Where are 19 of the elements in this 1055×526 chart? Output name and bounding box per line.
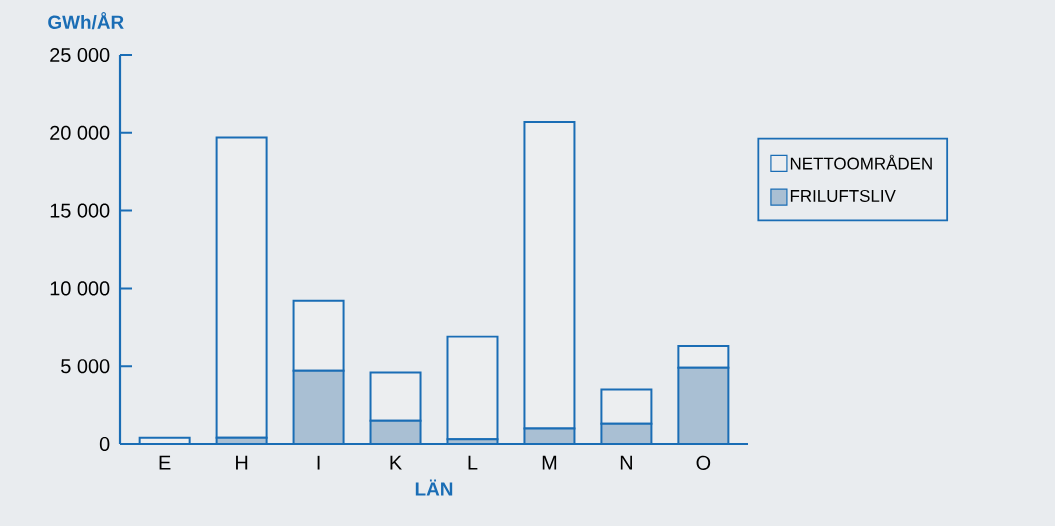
y-tick-label: 25 000 xyxy=(50,47,110,63)
x-tick-label: L xyxy=(468,455,478,470)
legend-label: FRILUFTSLIV xyxy=(790,189,896,202)
x-tick-label: N xyxy=(620,455,632,470)
x-tick-label: E xyxy=(159,455,171,470)
y-tick-label: 20 000 xyxy=(50,125,110,140)
legend-label: NETTOOMRÅDEN xyxy=(790,154,932,170)
x-tick-label: O xyxy=(696,455,711,470)
x-tick-label: H xyxy=(236,455,248,470)
y-tick-label: 15 000 xyxy=(50,203,110,218)
x-tick-label: M xyxy=(542,455,557,470)
y-tick-label: 5 000 xyxy=(61,359,110,374)
bar xyxy=(446,335,499,441)
x-axis-title: LÄN xyxy=(415,479,453,496)
x-tick-label: I xyxy=(317,455,320,470)
y-axis-title: GWh/ÅR xyxy=(48,12,124,30)
x-tick-label: K xyxy=(390,455,402,470)
y-tick-label: 0 xyxy=(99,436,110,452)
y-tick-label: 10 000 xyxy=(50,281,110,296)
